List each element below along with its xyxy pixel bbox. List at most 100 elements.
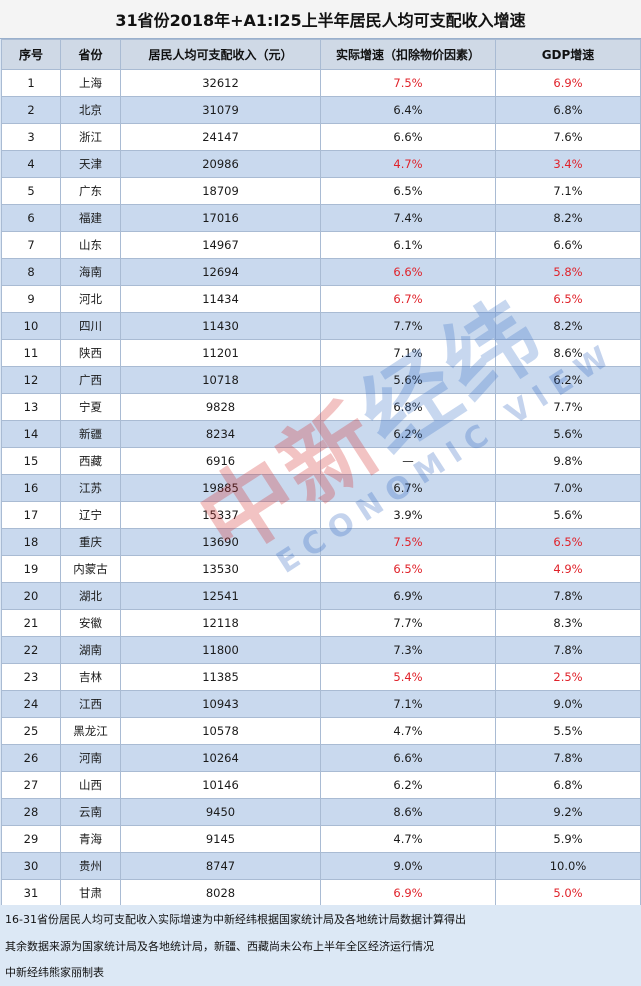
cell-real-growth: 6.9% xyxy=(320,582,496,610)
cell-province: 云南 xyxy=(60,798,121,826)
cell-income: 11800 xyxy=(120,636,321,664)
table-row: 22 湖南 11800 7.3% 7.8% xyxy=(1,636,641,664)
header-income: 居民人均可支配收入（元） xyxy=(120,39,321,70)
table-row: 18 重庆 13690 7.5% 6.5% xyxy=(1,528,641,556)
cell-income: 20986 xyxy=(120,150,321,178)
cell-gdp-growth: 5.6% xyxy=(495,420,641,448)
table-row: 27 山西 10146 6.2% 6.8% xyxy=(1,771,641,799)
cell-province: 甘肃 xyxy=(60,879,121,907)
table-row: 29 青海 9145 4.7% 5.9% xyxy=(1,825,641,853)
cell-income: 19885 xyxy=(120,474,321,502)
table-row: 14 新疆 8234 6.2% 5.6% xyxy=(1,420,641,448)
cell-no: 24 xyxy=(1,690,61,718)
cell-gdp-growth: 5.6% xyxy=(495,501,641,529)
table-row: 24 江西 10943 7.1% 9.0% xyxy=(1,690,641,718)
cell-income: 10718 xyxy=(120,366,321,394)
cell-real-growth: 6.9% xyxy=(320,879,496,907)
table-row: 17 辽宁 15337 3.9% 5.6% xyxy=(1,501,641,529)
cell-province: 广西 xyxy=(60,366,121,394)
cell-income: 8028 xyxy=(120,879,321,907)
cell-no: 26 xyxy=(1,744,61,772)
cell-province: 北京 xyxy=(60,96,121,124)
table-row: 19 内蒙古 13530 6.5% 4.9% xyxy=(1,555,641,583)
table-row: 9 河北 11434 6.7% 6.5% xyxy=(1,285,641,313)
table-header-row: 序号 省份 居民人均可支配收入（元） 实际增速（扣除物价因素） GDP增速 xyxy=(1,39,641,70)
cell-real-growth: 7.1% xyxy=(320,339,496,367)
cell-real-growth: 5.6% xyxy=(320,366,496,394)
cell-province: 湖南 xyxy=(60,636,121,664)
cell-gdp-growth: 7.0% xyxy=(495,474,641,502)
cell-real-growth: 6.8% xyxy=(320,393,496,421)
cell-gdp-growth: 7.8% xyxy=(495,636,641,664)
cell-real-growth: 3.9% xyxy=(320,501,496,529)
cell-income: 18709 xyxy=(120,177,321,205)
cell-real-growth: 6.6% xyxy=(320,744,496,772)
table-row: 28 云南 9450 8.6% 9.2% xyxy=(1,798,641,826)
cell-gdp-growth: 6.8% xyxy=(495,96,641,124)
cell-real-growth: 6.7% xyxy=(320,474,496,502)
cell-real-growth: 8.6% xyxy=(320,798,496,826)
cell-gdp-growth: 7.8% xyxy=(495,744,641,772)
table-row: 12 广西 10718 5.6% 6.2% xyxy=(1,366,641,394)
table-row: 2 北京 31079 6.4% 6.8% xyxy=(1,96,641,124)
cell-no: 16 xyxy=(1,474,61,502)
cell-province: 河北 xyxy=(60,285,121,313)
cell-province: 江西 xyxy=(60,690,121,718)
cell-province: 贵州 xyxy=(60,852,121,880)
cell-no: 15 xyxy=(1,447,61,475)
cell-province: 山东 xyxy=(60,231,121,259)
header-real-growth: 实际增速（扣除物价因素） xyxy=(320,39,496,70)
cell-real-growth: 4.7% xyxy=(320,825,496,853)
cell-income: 12694 xyxy=(120,258,321,286)
cell-real-growth: 7.3% xyxy=(320,636,496,664)
cell-gdp-growth: 6.9% xyxy=(495,69,641,97)
cell-gdp-growth: 6.5% xyxy=(495,285,641,313)
cell-income: 13690 xyxy=(120,528,321,556)
cell-income: 9828 xyxy=(120,393,321,421)
cell-income: 15337 xyxy=(120,501,321,529)
cell-no: 11 xyxy=(1,339,61,367)
cell-real-growth: 6.1% xyxy=(320,231,496,259)
cell-real-growth: 9.0% xyxy=(320,852,496,880)
cell-province: 吉林 xyxy=(60,663,121,691)
cell-province: 安徽 xyxy=(60,609,121,637)
cell-gdp-growth: 6.2% xyxy=(495,366,641,394)
cell-real-growth: 6.6% xyxy=(320,258,496,286)
table-row: 13 宁夏 9828 6.8% 7.7% xyxy=(1,393,641,421)
cell-no: 12 xyxy=(1,366,61,394)
header-province: 省份 xyxy=(60,39,121,70)
cell-income: 12541 xyxy=(120,582,321,610)
cell-province: 黑龙江 xyxy=(60,717,121,745)
cell-no: 13 xyxy=(1,393,61,421)
cell-no: 20 xyxy=(1,582,61,610)
table-row: 7 山东 14967 6.1% 6.6% xyxy=(1,231,641,259)
cell-real-growth: 6.5% xyxy=(320,177,496,205)
table-body: 1 上海 32612 7.5% 6.9% 2 北京 31079 6.4% 6.8% 3 浙江 24147… xyxy=(1,69,641,907)
cell-gdp-growth: 5.8% xyxy=(495,258,641,286)
footnote-2: 其余数据来源为国家统计局及各地统计局，新疆、西藏尚未公布上半年全区经济运行情况 xyxy=(5,940,434,953)
header-gdp-growth: GDP增速 xyxy=(495,39,641,70)
cell-real-growth: 6.2% xyxy=(320,771,496,799)
cell-no: 23 xyxy=(1,663,61,691)
cell-gdp-growth: 5.9% xyxy=(495,825,641,853)
cell-no: 3 xyxy=(1,123,61,151)
cell-real-growth: 7.7% xyxy=(320,609,496,637)
cell-no: 14 xyxy=(1,420,61,448)
cell-no: 7 xyxy=(1,231,61,259)
table-row: 15 西藏 6916—9.8% xyxy=(1,447,641,475)
table-row: 21 安徽 12118 7.7% 8.3% xyxy=(1,609,641,637)
cell-no: 29 xyxy=(1,825,61,853)
cell-no: 31 xyxy=(1,879,61,907)
cell-gdp-growth: 8.3% xyxy=(495,609,641,637)
table-row: 8 海南 12694 6.6% 5.8% xyxy=(1,258,641,286)
cell-gdp-growth: 6.8% xyxy=(495,771,641,799)
cell-no: 25 xyxy=(1,717,61,745)
cell-gdp-growth: 7.7% xyxy=(495,393,641,421)
cell-real-growth: 6.7% xyxy=(320,285,496,313)
cell-real-growth: — xyxy=(320,447,496,475)
cell-no: 18 xyxy=(1,528,61,556)
table-row: 4 天津 20986 4.7% 3.4% xyxy=(1,150,641,178)
cell-real-growth: 5.4% xyxy=(320,663,496,691)
cell-gdp-growth: 9.8% xyxy=(495,447,641,475)
cell-real-growth: 6.5% xyxy=(320,555,496,583)
